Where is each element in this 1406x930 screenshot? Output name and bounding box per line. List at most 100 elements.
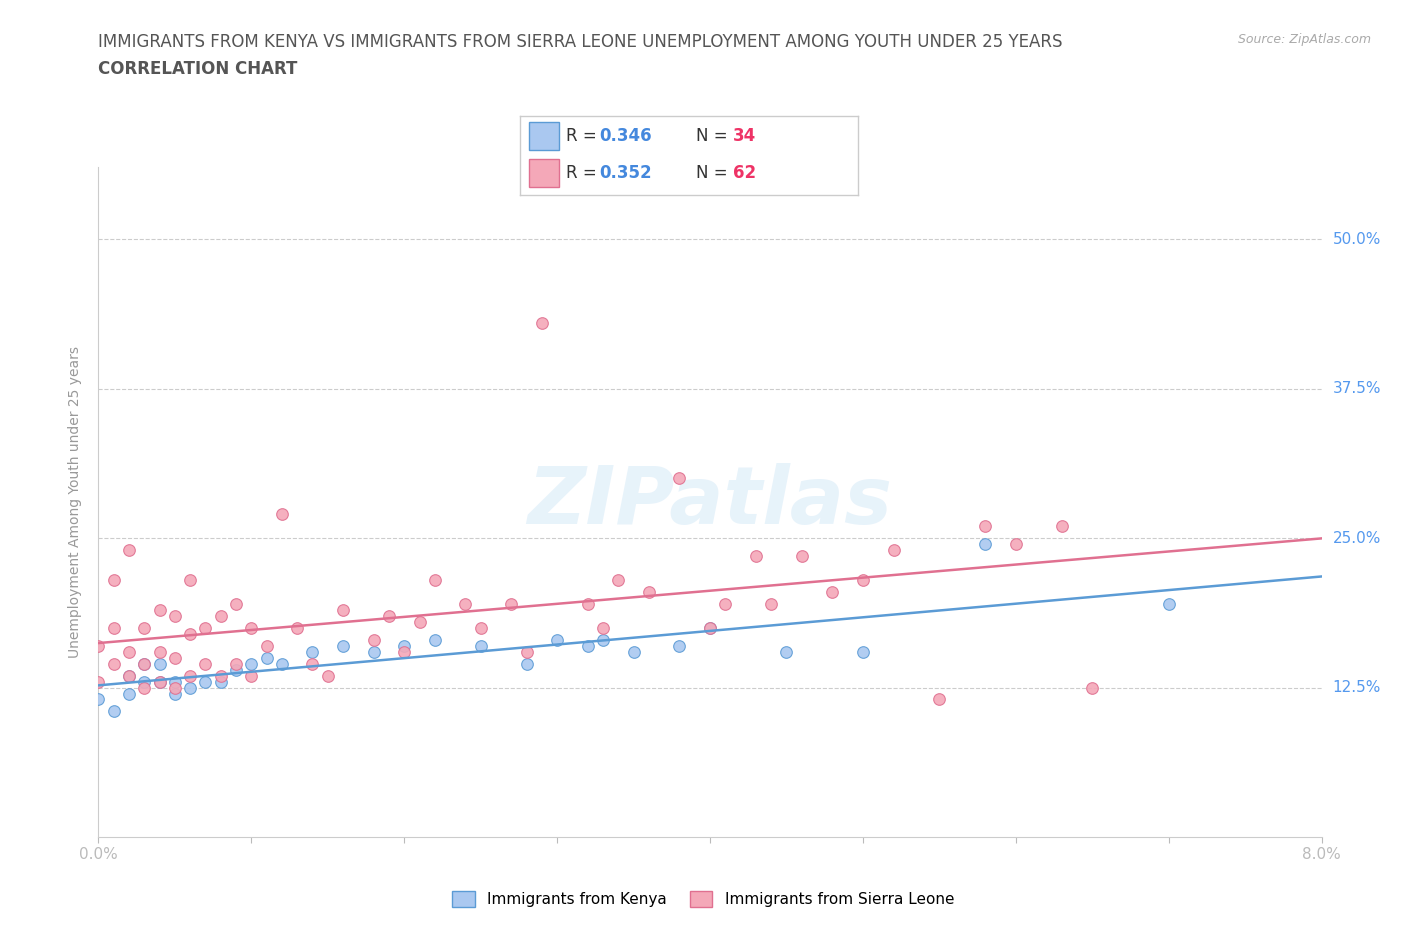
Text: 37.5%: 37.5%: [1333, 381, 1381, 396]
Point: [179, 573, 201, 588]
Y-axis label: Unemployment Among Youth under 25 years: Unemployment Among Youth under 25 years: [69, 346, 83, 658]
Bar: [529, 122, 560, 151]
Point: [87, 638, 110, 653]
Point: [699, 620, 721, 635]
Point: [87, 692, 110, 707]
Point: [118, 668, 141, 683]
Point: [179, 668, 201, 683]
Text: N =: N =: [696, 127, 733, 145]
Point: [118, 686, 141, 701]
Point: [134, 674, 156, 689]
Point: [745, 549, 768, 564]
Point: [225, 662, 247, 677]
Point: [134, 620, 156, 635]
Point: [332, 638, 354, 653]
Point: [928, 692, 950, 707]
Point: [530, 315, 553, 330]
Point: [501, 596, 523, 611]
Point: [821, 584, 844, 599]
Point: [1081, 680, 1104, 695]
Point: [240, 668, 263, 683]
Point: [423, 632, 446, 647]
Point: [209, 674, 232, 689]
Text: CORRELATION CHART: CORRELATION CHART: [98, 60, 298, 78]
Point: [103, 704, 125, 719]
Text: IMMIGRANTS FROM KENYA VS IMMIGRANTS FROM SIERRA LEONE UNEMPLOYMENT AMONG YOUTH U: IMMIGRANTS FROM KENYA VS IMMIGRANTS FROM…: [98, 33, 1063, 50]
Point: [363, 632, 385, 647]
Point: [163, 674, 186, 689]
Point: [194, 657, 217, 671]
Point: [118, 542, 141, 557]
Point: [103, 657, 125, 671]
Point: [316, 668, 339, 683]
Text: 0.346: 0.346: [599, 127, 652, 145]
Point: [301, 644, 323, 659]
Point: [576, 638, 599, 653]
Point: [1050, 519, 1073, 534]
Text: 12.5%: 12.5%: [1333, 680, 1381, 695]
Point: [363, 644, 385, 659]
Point: [149, 603, 172, 618]
Point: [194, 674, 217, 689]
Point: [163, 680, 186, 695]
Point: [134, 680, 156, 695]
Point: [179, 680, 201, 695]
Point: [103, 620, 125, 635]
Point: [270, 507, 294, 522]
Point: [576, 596, 599, 611]
Point: [790, 549, 813, 564]
Point: [974, 519, 997, 534]
Point: [423, 573, 446, 588]
Text: ZIPatlas: ZIPatlas: [527, 463, 893, 541]
Text: 62: 62: [733, 165, 756, 182]
Point: [270, 657, 294, 671]
Point: [668, 638, 690, 653]
Point: [470, 620, 492, 635]
Point: [775, 644, 797, 659]
Point: [883, 542, 905, 557]
Text: R =: R =: [565, 165, 602, 182]
Point: [256, 638, 278, 653]
Legend: Immigrants from Kenya, Immigrants from Sierra Leone: Immigrants from Kenya, Immigrants from S…: [446, 884, 960, 913]
Point: [607, 573, 630, 588]
Point: [852, 644, 875, 659]
Point: [668, 471, 690, 485]
Point: [454, 596, 477, 611]
Point: [516, 644, 538, 659]
Text: Source: ZipAtlas.com: Source: ZipAtlas.com: [1237, 33, 1371, 46]
Point: [516, 657, 538, 671]
Point: [163, 608, 186, 623]
Text: 50.0%: 50.0%: [1333, 232, 1381, 246]
Point: [163, 686, 186, 701]
Point: [149, 657, 172, 671]
Point: [974, 537, 997, 551]
Point: [285, 620, 308, 635]
Point: [592, 632, 614, 647]
Point: [134, 657, 156, 671]
Point: [392, 644, 416, 659]
Point: [179, 626, 201, 641]
Point: [209, 608, 232, 623]
Point: [699, 620, 721, 635]
Point: [378, 608, 401, 623]
Bar: [529, 159, 560, 188]
Point: [852, 573, 875, 588]
Point: [240, 657, 263, 671]
Point: [163, 650, 186, 665]
Point: [240, 620, 263, 635]
Point: [194, 620, 217, 635]
Text: 0.352: 0.352: [599, 165, 652, 182]
Point: [118, 668, 141, 683]
Point: [225, 596, 247, 611]
Point: [118, 644, 141, 659]
Point: [470, 638, 492, 653]
Point: [408, 615, 430, 630]
Point: [714, 596, 737, 611]
Point: [149, 674, 172, 689]
Point: [103, 573, 125, 588]
Point: [225, 657, 247, 671]
Point: [149, 644, 172, 659]
Point: [592, 620, 614, 635]
Text: 34: 34: [733, 127, 756, 145]
Point: [149, 674, 172, 689]
